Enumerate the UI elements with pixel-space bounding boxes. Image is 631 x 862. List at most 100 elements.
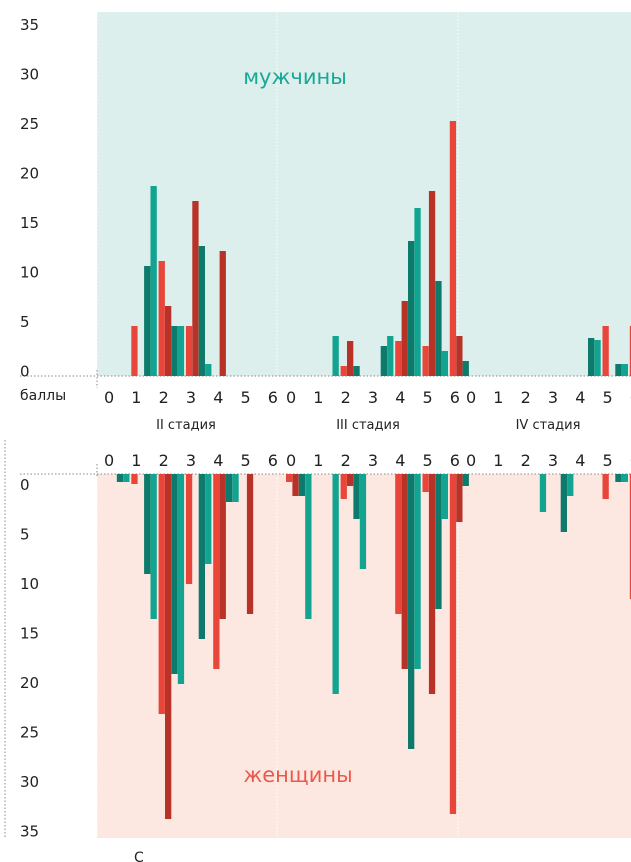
bar-men-s0-score3-2 [198,246,205,376]
bar-men-s1-score2-2 [353,366,360,376]
bar-women-s2-score3-3 [567,474,574,496]
bar-women-s1-score0-2 [298,474,306,496]
men-score-s1-0: 0 [286,388,296,407]
men-score-s0-6: 6 [268,388,278,407]
bar-men-s0-score3-3 [205,364,212,376]
bar-men-s1-score4-0 [395,341,402,376]
men-score-s1-5: 5 [423,388,433,407]
bar-women-s1-score5-2 [435,474,442,609]
bars [116,121,631,819]
bar-men-s0-score4-1 [219,251,226,376]
women-y-tick-35: 35 [20,823,39,841]
bar-women-s0-score4-1 [219,474,226,619]
labels: 3530252015105005101520253035001122334455… [20,16,631,841]
bar-women-s1-score1-3 [332,474,339,694]
men-y-tick-35: 35 [20,16,39,34]
men-score-s0-3: 3 [186,388,196,407]
men-score-s1-6: 6 [450,388,460,407]
women-score-s2-0: 0 [466,451,476,470]
bar-men-s1-score1-3 [332,336,339,376]
bar-women-s1-score4-0 [395,474,402,614]
women-label: женщины [243,763,352,787]
bar-men-s2-score5-3 [621,364,628,376]
bar-men-s0-score1-3 [150,186,157,376]
bar-women-s1-score4-1 [401,474,408,669]
bar-women-s2-score3-2 [560,474,567,532]
bar-women-s1-score5-0 [422,474,429,492]
bar-men-s1-score5-3 [441,351,448,376]
bar-men-s2-score4-2 [588,338,595,376]
women-score-s1-6: 6 [450,451,460,470]
men-y-tick-30: 30 [20,66,39,84]
men-score-s0-1: 1 [131,388,141,407]
stage-label-2: IV стадия [516,418,581,433]
bar-women-s2-score2-3 [539,474,547,512]
bar-men-s1-score5-2 [435,281,442,376]
women-y-tick-5: 5 [20,526,30,544]
men-score-s1-2: 2 [341,388,351,407]
men-score-s0-0: 0 [104,388,114,407]
bar-men-s0-score3-0 [185,326,193,376]
bar-women-s2-score5-3 [621,474,628,482]
men-y-tick-5: 5 [20,313,30,331]
men-score-s2-3: 3 [548,388,558,407]
men-score-s2-5: 5 [603,388,613,407]
women-score-s2-2: 2 [521,451,531,470]
bar-women-s0-score4-3 [232,474,239,502]
bar-women-s0-score5-1 [246,474,254,614]
bar-women-s0-score1-3 [150,474,157,619]
bar-women-s1-score6-1 [456,474,463,522]
bar-women-s1-score2-1 [347,474,354,486]
bar-men-s0-score2-0 [158,261,165,376]
bar-men-s0-score1-2 [144,266,151,376]
bar-women-s0-score2-0 [158,474,165,714]
bar-men-s1-score3-3 [387,336,394,376]
bar-women-s0-score0-2 [116,474,124,482]
score-axis-label: баллы [20,388,66,404]
bar-women-s0-score2-1 [165,474,172,819]
men-score-s2-6: 6 [630,388,631,407]
bar-men-s1-score2-0 [340,366,347,376]
bar-men-s2-score5-2 [615,364,622,376]
bar-men-s1-score6-0 [449,121,457,376]
bar-men-s1-score2-1 [347,341,354,376]
bar-men-s1-score5-0 [422,346,429,376]
men-score-s1-4: 4 [395,388,405,407]
bar-men-s2-score4-3 [594,340,601,376]
bar-men-s1-score3-2 [380,346,387,376]
women-score-s1-3: 3 [368,451,378,470]
men-y-tick-25: 25 [20,115,39,133]
women-y-tick-10: 10 [20,575,39,593]
men-y-tick-15: 15 [20,214,39,232]
men-score-s1-1: 1 [313,388,323,407]
bar-women-s0-score3-0 [185,474,193,584]
men-score-s2-0: 0 [466,388,476,407]
women-score-s1-0: 0 [286,451,296,470]
men-panel-background [97,12,631,376]
bar-men-s0-score3-1 [192,201,199,376]
men-y-tick-0: 0 [20,363,30,381]
women-score-s2-5: 5 [603,451,613,470]
women-score-s2-4: 4 [575,451,585,470]
women-score-s0-0: 0 [104,451,114,470]
bar-men-s0-score2-1 [165,306,172,376]
bar-men-s0-score2-2 [171,326,178,376]
bar-men-s1-score6-1 [456,336,463,376]
men-y-tick-20: 20 [20,165,39,183]
bar-women-s1-score5-3 [441,474,448,519]
bar-men-s1-score4-1 [401,301,408,376]
women-y-tick-0: 0 [20,476,30,494]
bar-men-s1-score4-2 [408,241,415,376]
bar-women-s1-score0-3 [305,474,312,619]
bar-women-s1-score4-2 [408,474,415,749]
women-score-s2-3: 3 [548,451,558,470]
bar-women-s1-score0-0 [286,474,293,482]
extra-label: С [134,850,144,862]
men-score-s2-4: 4 [575,388,585,407]
bar-women-s2-score5-0 [602,474,609,499]
men-label: мужчины [243,65,347,89]
women-y-tick-20: 20 [20,674,39,692]
bar-women-s1-score5-1 [428,474,436,694]
men-score-s2-2: 2 [521,388,531,407]
bar-men-s1-score5-1 [428,191,436,376]
